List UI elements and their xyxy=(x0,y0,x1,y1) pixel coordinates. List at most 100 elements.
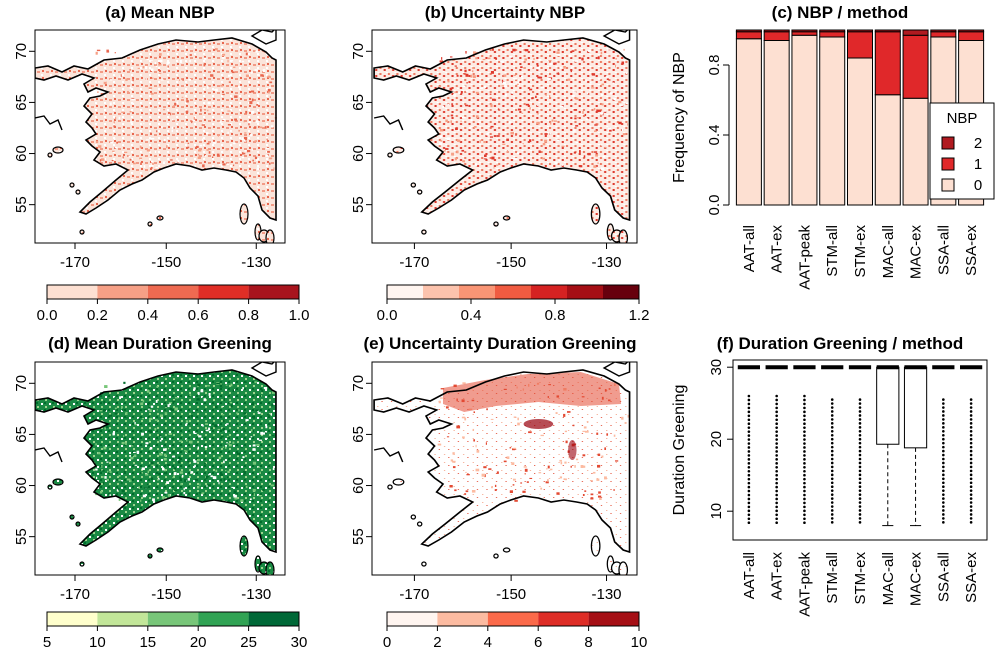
outlier-AAT-peak xyxy=(803,481,806,485)
box-MAC-all xyxy=(876,366,900,445)
outlier-SSA-all xyxy=(942,441,945,445)
outlier-STM-ex xyxy=(858,437,862,441)
map-d-island xyxy=(47,484,53,490)
outlier-AAT-all xyxy=(747,497,751,501)
outlier-STM-ex xyxy=(858,406,862,409)
map-d-island xyxy=(52,478,64,486)
outlier-AAT-peak xyxy=(803,469,806,473)
outlier-SSA-ex xyxy=(969,473,973,477)
map-b-island xyxy=(590,203,601,225)
legend-entry-2: 2 xyxy=(974,135,982,152)
outlier-AAT-ex xyxy=(775,509,778,513)
outlier-AAT-peak xyxy=(803,473,806,477)
map-e-russia-coast xyxy=(373,447,404,463)
outlier-AAT-peak xyxy=(803,450,806,453)
outlier-SSA-ex xyxy=(969,497,973,500)
panel-c-legend: NBP 2 1 0 xyxy=(929,102,995,200)
map-a-island xyxy=(52,146,64,154)
outlier-AAT-peak xyxy=(803,485,806,489)
outlier-STM-all xyxy=(830,481,834,485)
outlier-SSA-all xyxy=(942,481,945,485)
bar-STM-ex-nbp0 xyxy=(847,57,873,206)
outlier-STM-all xyxy=(830,489,834,492)
colorbar-e-swatch xyxy=(538,612,589,626)
outlier-AAT-ex xyxy=(775,442,778,445)
colorbar-a-swatch xyxy=(47,285,98,299)
outlier-STM-all xyxy=(830,505,834,508)
panel-c-xtick-label: STM-ex xyxy=(852,225,869,278)
outlier-STM-ex xyxy=(858,477,862,481)
panel-c-xtick-label: AAT-all xyxy=(741,225,758,272)
outlier-STM-all xyxy=(830,449,834,453)
outlier-AAT-all xyxy=(747,481,751,485)
colorbar-a-swatch xyxy=(198,285,249,299)
colorbar-b-label: 0.0 xyxy=(377,307,398,324)
outlier-SSA-ex xyxy=(969,398,973,401)
colorbar-e-label: 8 xyxy=(584,634,592,651)
bar-SSA-ex-nbp2 xyxy=(958,29,985,33)
colorbar-d-swatch xyxy=(248,612,299,626)
outlier-AAT-peak xyxy=(803,446,806,449)
map-d-xtick-label: -130 xyxy=(241,586,271,603)
outlier-AAT-ex xyxy=(775,465,778,469)
outlier-SSA-ex xyxy=(969,457,973,461)
map-b-island xyxy=(410,182,417,188)
outlier-STM-all xyxy=(830,429,834,433)
outlier-AAT-peak xyxy=(803,418,806,422)
colorbar-d-label: 5 xyxy=(43,634,51,651)
map-d-island xyxy=(75,521,81,527)
outlier-SSA-ex xyxy=(969,485,973,489)
outlier-STM-ex xyxy=(858,422,862,425)
map-b-island xyxy=(387,152,393,158)
panel-f-ytick-label: 10 xyxy=(708,503,725,520)
map-d-xtick-label: -170 xyxy=(60,586,90,603)
map-b-canada-coast xyxy=(602,30,631,45)
map-a-canada-coast xyxy=(250,30,277,45)
outlier-AAT-all xyxy=(747,509,751,513)
outlier-SSA-all xyxy=(942,426,945,429)
outlier-STM-all xyxy=(830,517,834,520)
outlier-STM-all xyxy=(830,473,834,477)
outlier-SSA-all xyxy=(942,457,945,461)
outlier-STM-all xyxy=(830,445,834,449)
outlier-SSA-all xyxy=(942,497,945,500)
outlier-AAT-all xyxy=(747,394,751,398)
outlier-AAT-peak xyxy=(803,402,806,406)
map-d-ytick-label: 65 xyxy=(13,426,30,443)
map-e-xtick-label: -150 xyxy=(496,586,526,603)
map-d-coastline xyxy=(35,369,277,554)
outlier-AAT-all xyxy=(747,521,751,525)
outlier-AAT-ex xyxy=(775,489,778,493)
outlier-STM-ex xyxy=(858,449,862,453)
outlier-SSA-all xyxy=(942,465,945,469)
map-b-island xyxy=(502,215,511,221)
outlier-AAT-peak xyxy=(803,477,806,481)
map-d-frame xyxy=(34,361,286,576)
map-e-island xyxy=(387,484,393,490)
colorbar-a-label: 0.8 xyxy=(238,307,259,324)
map-d-ytick-label: 70 xyxy=(13,375,30,392)
map-b-ytick-label: 60 xyxy=(350,145,367,162)
outlier-AAT-all xyxy=(747,414,751,418)
outlier-STM-ex xyxy=(858,418,862,421)
outlier-AAT-peak xyxy=(803,505,806,509)
map-e-frame xyxy=(371,361,638,576)
panel-c-xtick-label: MAC-all xyxy=(880,225,897,278)
map-e-dark-patch xyxy=(568,440,577,460)
map-a-island xyxy=(147,221,153,227)
colorbar-d-swatch xyxy=(47,612,98,626)
map-panels: -170 -150 -130 70 65 60 55 -170 -150 -130 70 65 60 55… xyxy=(13,29,638,603)
map-e-ytick-label: 65 xyxy=(350,426,367,443)
panel-f-ylabel: Duration Greening xyxy=(671,385,688,516)
colorbar-b-swatch xyxy=(459,285,495,299)
map-a-ytick-label: 65 xyxy=(13,94,30,111)
outlier-STM-all xyxy=(830,509,834,512)
outlier-SSA-ex xyxy=(969,437,973,441)
colorbar-b-frame xyxy=(386,284,640,300)
map-a-island xyxy=(239,203,249,225)
legend-swatch-0 xyxy=(941,178,955,192)
outlier-SSA-all xyxy=(942,517,945,520)
colorbar-b-swatch xyxy=(531,285,567,299)
map-d-xtick-label: -150 xyxy=(151,586,181,603)
map-a-island xyxy=(79,229,85,235)
